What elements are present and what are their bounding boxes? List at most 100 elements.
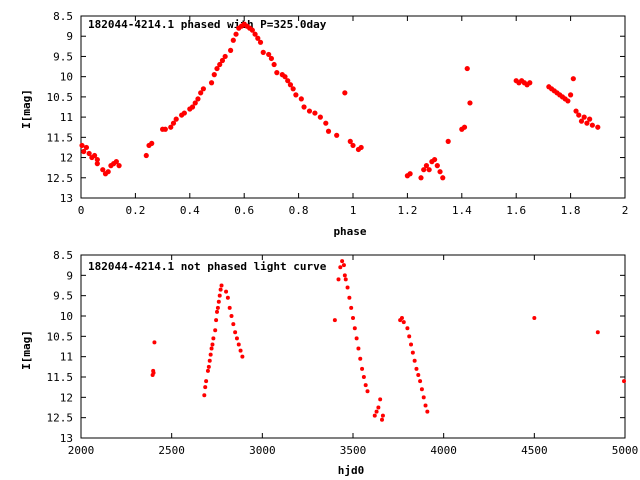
x-axis-label: hjd0 (338, 464, 365, 477)
data-point (365, 389, 370, 394)
data-point (234, 336, 239, 341)
data-point (211, 72, 217, 78)
data-point (214, 65, 220, 72)
data-point (410, 350, 415, 355)
data-point (416, 372, 421, 377)
data-point (351, 316, 355, 321)
data-point (345, 285, 350, 290)
x-tick-label: 4500 (521, 444, 548, 457)
data-point (228, 47, 234, 53)
x-tick-label: 1.6 (506, 204, 526, 217)
data-point (227, 305, 232, 310)
data-point (216, 299, 221, 304)
data-point (350, 142, 356, 149)
data-point (293, 92, 299, 98)
data-point (570, 76, 576, 82)
data-point (349, 305, 354, 310)
data-point (86, 150, 92, 157)
data-point (268, 55, 274, 62)
data-point (168, 124, 174, 130)
data-point (198, 90, 204, 96)
x-tick-label: 2000 (68, 444, 95, 457)
data-point (282, 74, 288, 80)
data-point (380, 413, 385, 418)
x-tick-label: 3000 (249, 444, 276, 457)
data-point (340, 259, 345, 264)
y-tick-label: 12 (60, 152, 73, 165)
data-point (257, 39, 264, 45)
data-point (414, 366, 419, 371)
data-point (195, 96, 201, 102)
data-point (236, 342, 241, 347)
data-point (317, 114, 323, 120)
y-tick-label: 12 (60, 391, 73, 404)
data-point (285, 78, 291, 84)
data-point (336, 277, 341, 282)
data-point (215, 305, 220, 310)
data-point (116, 163, 122, 169)
x-tick-label: 1.2 (397, 204, 417, 217)
data-point (274, 70, 280, 76)
data-point (587, 116, 593, 122)
data-point (260, 49, 266, 56)
y-tick-label: 12.5 (47, 412, 74, 425)
data-point (595, 124, 601, 130)
data-point (434, 163, 440, 169)
x-tick-label: 0.2 (125, 204, 145, 217)
x-tick-label: 4000 (430, 444, 457, 457)
y-tick-label: 11 (60, 111, 73, 124)
x-tick-label: 1.8 (561, 204, 581, 217)
data-point (576, 112, 582, 118)
data-point (527, 80, 533, 86)
data-point (437, 169, 443, 175)
data-point (94, 156, 100, 163)
data-point (532, 316, 537, 321)
data-point (224, 289, 229, 294)
plot-frame (80, 254, 626, 439)
data-point (325, 128, 332, 134)
y-axis-label: I[mag] (20, 330, 33, 370)
data-point (240, 354, 245, 359)
data-point (347, 295, 352, 300)
data-point (205, 368, 210, 373)
data-point (200, 86, 206, 92)
data-point (407, 334, 412, 339)
data-point (149, 140, 155, 146)
data-point (211, 336, 216, 341)
data-point (418, 175, 424, 181)
data-point (409, 342, 414, 347)
y-tick-label: 10.5 (47, 330, 74, 343)
data-point (287, 82, 294, 88)
data-point (225, 295, 230, 300)
data-point (372, 413, 377, 418)
data-point (298, 96, 304, 102)
data-point (334, 132, 340, 138)
data-point (358, 144, 364, 151)
data-point (83, 144, 90, 151)
data-point (213, 328, 218, 333)
data-point (173, 116, 179, 122)
data-point (445, 138, 451, 144)
y-tick-label: 10.5 (47, 91, 74, 104)
y-tick-label: 10 (60, 310, 73, 323)
data-point (421, 395, 426, 400)
data-point (358, 356, 363, 361)
data-point (266, 51, 272, 58)
y-tick-label: 8.5 (53, 10, 73, 23)
data-point (202, 393, 207, 398)
y-axis-label: I[mag] (20, 89, 33, 129)
y-tick-label: 12.5 (47, 172, 74, 185)
data-point (380, 417, 385, 422)
data-point (215, 309, 219, 314)
panel-title: 182044-4214.1 phased with P=325.0day (88, 18, 327, 31)
data-point (423, 403, 428, 408)
data-point (81, 148, 87, 155)
data-point (425, 409, 430, 414)
data-point (151, 370, 156, 375)
data-point (192, 100, 198, 106)
data-point (113, 159, 119, 165)
data-point (219, 283, 224, 288)
x-tick-label: 5000 (612, 444, 639, 457)
data-point (589, 122, 595, 128)
data-point (271, 61, 277, 68)
